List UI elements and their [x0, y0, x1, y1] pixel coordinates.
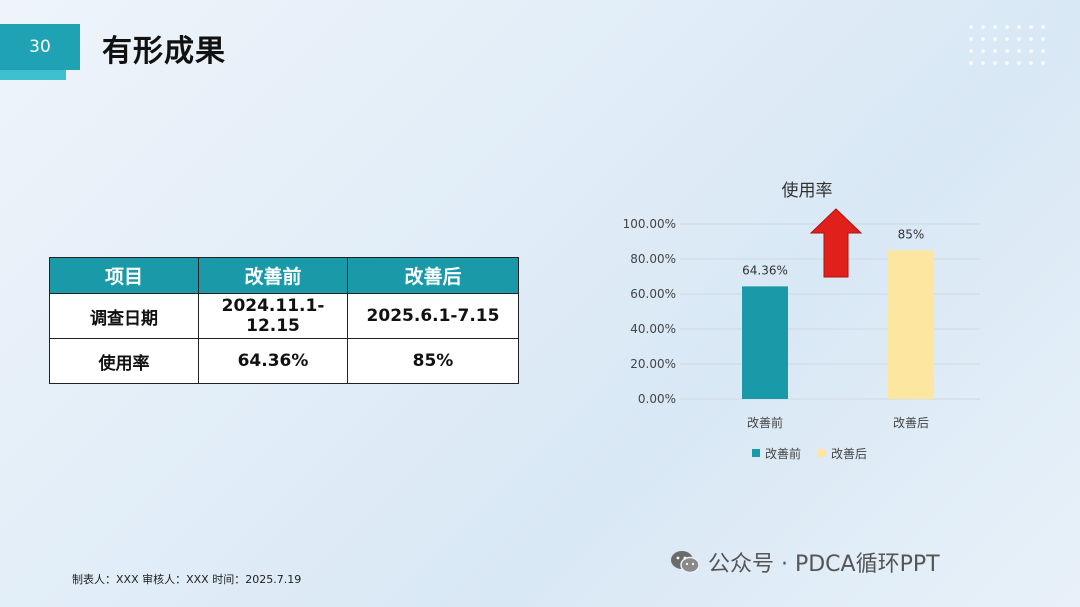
- comparison-table: 项目 改善前 改善后 调查日期 2024.11.1-12.15 2025.6.1…: [49, 257, 519, 384]
- y-tick-label: 80.00%: [630, 252, 676, 266]
- table-cell: 64.36%: [198, 338, 348, 384]
- legend-label: 改善后: [831, 446, 867, 461]
- table-header-row: 项目 改善前 改善后: [49, 257, 519, 294]
- chart-title: 使用率: [782, 180, 833, 201]
- x-tick-label: 改善后: [893, 415, 929, 430]
- watermark-text: 公众号 · PDCA循环PPT: [708, 552, 940, 577]
- bar: [888, 250, 934, 399]
- y-tick-label: 20.00%: [630, 357, 676, 371]
- table-cell: 调查日期: [49, 293, 199, 339]
- y-tick-label: 0.00%: [638, 392, 676, 406]
- page-number: 30: [29, 37, 51, 57]
- data-label: 85%: [898, 227, 925, 241]
- page-number-badge: 30: [0, 24, 80, 80]
- table-header-cell: 改善后: [347, 257, 519, 294]
- legend-label: 改善前: [765, 446, 801, 461]
- table-header-cell: 项目: [49, 257, 199, 294]
- table-cell: 85%: [347, 338, 519, 384]
- y-tick-label: 100.00%: [623, 217, 676, 231]
- y-tick-label: 60.00%: [630, 287, 676, 301]
- data-label: 64.36%: [742, 263, 788, 277]
- table-cell: 使用率: [49, 338, 199, 384]
- legend-swatch: [752, 449, 760, 457]
- footer-note: 制表人：XXX 审核人：XXX 时间：2025.7.19: [72, 573, 302, 586]
- x-tick-label: 改善前: [747, 415, 783, 430]
- table-header-cell: 改善前: [198, 257, 348, 294]
- red-up-arrow-icon: [809, 208, 863, 278]
- table-row: 调查日期 2024.11.1-12.15 2025.6.1-7.15: [49, 293, 519, 339]
- table-row: 使用率 64.36% 85%: [49, 338, 519, 384]
- y-tick-label: 40.00%: [630, 322, 676, 336]
- dot-grid-decoration: [969, 25, 1045, 65]
- watermark: 公众号 · PDCA循环PPT: [670, 546, 940, 578]
- table-cell: 2024.11.1-12.15: [198, 293, 348, 339]
- usage-rate-bar-chart: 使用率 0.00% 20.00% 40.00% 60.00% 80.00% 100.00% 6…: [623, 180, 980, 461]
- wechat-icon: [671, 551, 700, 574]
- page-title: 有形成果: [102, 34, 226, 69]
- legend-swatch: [818, 449, 826, 457]
- table-cell: 2025.6.1-7.15: [347, 293, 519, 339]
- bar: [742, 286, 788, 399]
